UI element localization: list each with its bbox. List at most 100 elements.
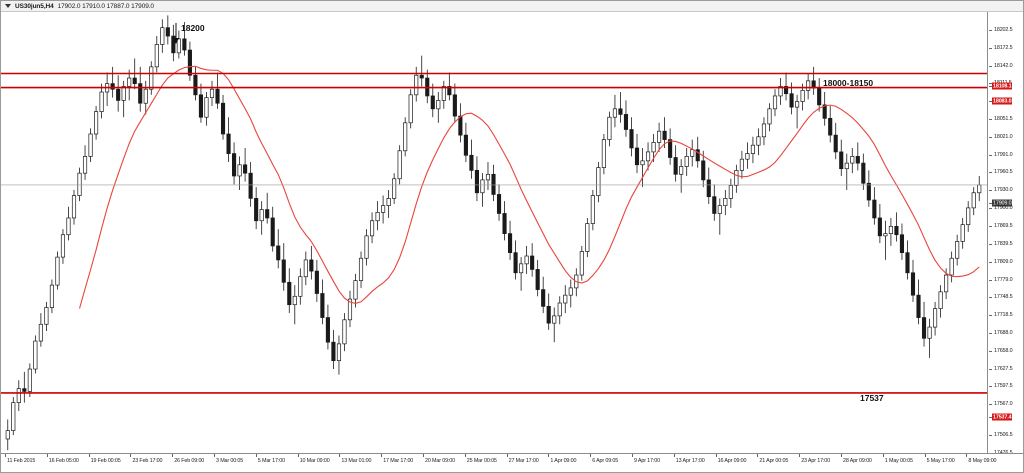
price-label: 17748.5 <box>994 294 1013 300</box>
time-label: 6 Apr 09:05 <box>592 458 619 464</box>
time-tick <box>214 454 215 457</box>
price-tick <box>989 137 992 138</box>
time-tick <box>506 454 508 457</box>
time-tick <box>548 454 550 457</box>
moving-average-line <box>78 65 980 309</box>
price-tick <box>989 86 992 87</box>
price-label-highlighted: 17909.0 <box>992 199 1013 207</box>
price-tick <box>989 155 992 156</box>
price-label: 17991.0 <box>994 152 1013 158</box>
price-label: 17688.0 <box>994 330 1013 336</box>
time-label: 11 Feb 2015 <box>7 458 36 464</box>
time-tick <box>88 454 90 457</box>
price-label: 17597.5 <box>994 383 1013 389</box>
price-tick <box>989 262 992 263</box>
chevron-down-icon[interactable] <box>5 4 11 8</box>
time-tick <box>757 454 759 457</box>
price-tick <box>989 351 992 352</box>
time-tick <box>590 454 592 457</box>
price-tick <box>989 119 992 120</box>
time-tick <box>715 454 717 457</box>
price-label: 17900.0 <box>994 205 1013 211</box>
time-label: 13 Mar 01:00 <box>341 458 372 464</box>
time-label: 23 Apr 17:00 <box>801 458 830 464</box>
price-label: 17506.5 <box>994 432 1013 438</box>
time-tick <box>841 454 842 457</box>
time-axis[interactable]: 11 Feb 2015 16 Feb 05:00 19 Feb 00:05 23 Fe… <box>1 453 1023 472</box>
time-label: 20 Mar 09:00 <box>425 458 455 464</box>
time-tick <box>172 454 174 457</box>
price-label-highlighted: 18108.1 <box>992 82 1013 90</box>
price-label-highlighted: 18083.0 <box>992 97 1013 105</box>
time-label: 10 Mar 09:00 <box>299 458 330 464</box>
price-tick <box>989 48 992 49</box>
price-tick <box>989 226 992 227</box>
time-label: 25 Mar 00:05 <box>466 458 497 464</box>
symbol-label: US30jun5,H4 <box>15 2 54 10</box>
price-label: 18202.5 <box>994 27 1013 33</box>
price-axis[interactable]: 18202.518172.518142.018111.518108.118083… <box>989 12 1023 453</box>
annotation-18200: 18200 <box>181 23 205 33</box>
price-label: 18021.0 <box>994 134 1013 140</box>
time-label: 5 Mar 17:00 <box>257 458 285 464</box>
price-tick <box>989 30 992 31</box>
price-tick <box>989 83 992 84</box>
time-label: 3 Mar 00:05 <box>216 458 244 464</box>
time-tick <box>924 454 926 457</box>
price-tick <box>989 297 992 298</box>
price-label: 17839.5 <box>994 241 1013 247</box>
price-tick <box>989 208 992 209</box>
price-tick <box>989 386 992 387</box>
price-label: 17809.0 <box>994 259 1013 265</box>
time-tick <box>464 454 466 457</box>
time-tick <box>46 454 48 457</box>
time-label: 26 Feb 09:00 <box>174 458 205 464</box>
price-tick <box>989 315 992 316</box>
time-label: 19 Feb 00:05 <box>90 458 121 464</box>
price-label: 17567.0 <box>994 401 1013 407</box>
price-tick <box>989 66 992 67</box>
price-tick <box>989 404 992 405</box>
time-label: 28 Apr 09:00 <box>843 458 872 464</box>
price-label: 17718.5 <box>994 312 1013 318</box>
price-tick <box>989 101 992 102</box>
ohlc-values: 17902.0 17910.0 17887.0 17909.0 <box>57 2 154 10</box>
time-tick <box>130 454 132 457</box>
time-label: 9 Apr 17:00 <box>634 458 660 464</box>
price-level-lines <box>1 72 987 394</box>
annotation-17537: 17537 <box>860 393 884 403</box>
price-label: 18172.5 <box>994 45 1013 51</box>
price-tick <box>989 417 992 418</box>
time-tick <box>339 454 341 457</box>
price-label: 17476.5 <box>994 450 1013 453</box>
price-tick <box>989 333 992 334</box>
time-tick <box>673 454 675 457</box>
price-label: 18051.5 <box>994 116 1013 122</box>
chart-plot-area[interactable]: 18200 18000-18150 17537 <box>1 12 988 453</box>
price-label: 17930.0 <box>994 187 1013 193</box>
time-tick <box>882 454 884 457</box>
price-tick <box>989 369 992 370</box>
price-tick <box>989 172 992 173</box>
time-tick <box>966 454 968 457</box>
price-label: 17658.0 <box>994 348 1013 354</box>
time-label: 1 Apr 09:00 <box>550 458 577 464</box>
time-label: 23 Feb 17:00 <box>132 458 163 464</box>
time-tick <box>255 454 257 457</box>
price-tick <box>989 244 992 245</box>
time-label: 16 Feb 05:00 <box>48 458 79 464</box>
time-label: 13 Apr 17:00 <box>675 458 705 464</box>
annotation-arrow-icon <box>173 23 179 44</box>
chart-titlebar: US30jun5,H4 17902.0 17910.0 17887.0 1790… <box>1 1 1023 12</box>
price-label: 17869.5 <box>994 223 1013 229</box>
time-label: 5 May 17:00 <box>926 458 955 464</box>
time-label: 1 May 00:05 <box>884 458 913 464</box>
candlestick-series <box>5 15 982 451</box>
price-tick <box>989 280 992 281</box>
price-label: 17779.0 <box>994 277 1013 283</box>
price-label: 17627.5 <box>994 366 1013 372</box>
price-label: 17960.5 <box>994 169 1013 175</box>
annotation-18000-18150: 18000-18150 <box>823 78 874 88</box>
time-label: 8 May 09:00 <box>968 458 997 464</box>
